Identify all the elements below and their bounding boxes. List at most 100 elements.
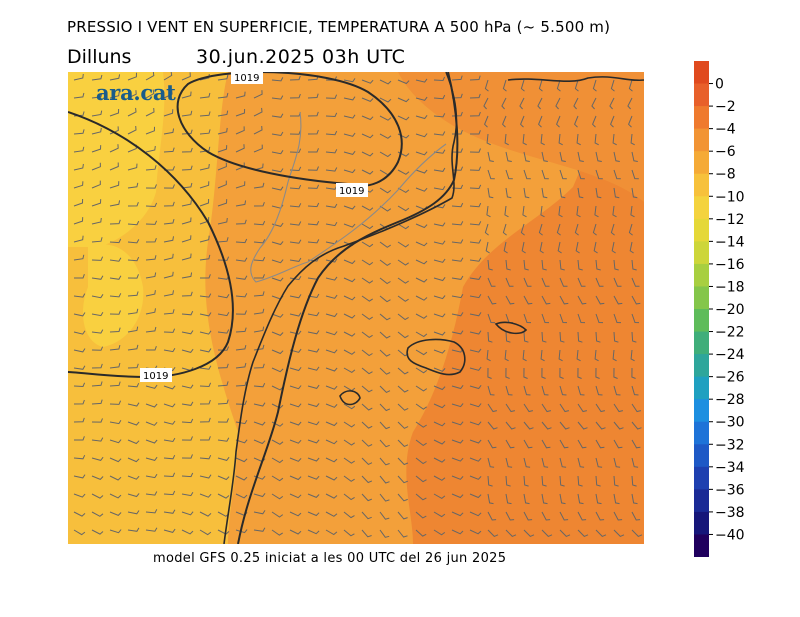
wind-barb: [628, 115, 633, 128]
wind-barb: [595, 151, 602, 162]
wind-barb: [343, 475, 355, 482]
wind-barb: [145, 107, 155, 117]
wind-barb: [539, 241, 544, 254]
wind-barb: [541, 439, 551, 449]
wind-barb: [325, 313, 338, 318]
wind-barb: [235, 475, 248, 481]
wind-barb: [574, 79, 579, 92]
wind-barb: [379, 331, 391, 339]
wind-barb: [163, 528, 176, 533]
wind-barb: [109, 200, 121, 207]
wind-barb: [556, 115, 561, 128]
wind-barb: [522, 349, 527, 362]
wind-barb: [415, 457, 427, 465]
wind-barb: [595, 529, 607, 537]
wind-barb: [127, 125, 137, 135]
wind-barb: [541, 367, 546, 379]
wind-barb: [503, 241, 508, 254]
wind-barb: [451, 493, 464, 499]
wind-barb: [397, 475, 408, 484]
wind-barb: [433, 421, 446, 427]
wind-barb: [163, 147, 175, 153]
wind-barb: [451, 475, 464, 480]
wind-barb: [576, 349, 581, 362]
wind-barb: [541, 331, 547, 343]
wind-barb: [145, 509, 158, 514]
wind-barb: [163, 403, 176, 408]
wind-barb: [253, 439, 266, 445]
wind-barb: [73, 312, 86, 317]
wind-barb: [145, 308, 156, 315]
wind-barb: [127, 439, 140, 445]
wind-barb: [577, 475, 583, 487]
wind-barb: [469, 493, 482, 499]
wind-barb: [127, 220, 140, 226]
wind-barb: [541, 169, 549, 180]
wind-barb: [343, 529, 355, 537]
wind-barb: [433, 94, 446, 100]
wind-barb: [451, 439, 464, 444]
wind-barb: [145, 89, 155, 99]
wind-barb: [469, 239, 482, 244]
wind-barb: [253, 144, 263, 153]
wind-barb: [557, 241, 562, 254]
wind-barb: [271, 313, 284, 318]
wind-barb: [181, 91, 192, 99]
wind-barb: [630, 349, 635, 362]
wind-barb: [91, 493, 104, 499]
wind-barb: [415, 313, 428, 319]
wind-barb: [289, 257, 302, 262]
wind-barb: [289, 330, 302, 335]
wind-barb: [451, 93, 463, 99]
wind-barb: [610, 115, 615, 128]
island-menorca: [494, 321, 528, 335]
brand-logo: ara.cat: [96, 80, 176, 105]
wind-barb: [361, 331, 373, 339]
wind-barb: [486, 205, 491, 218]
wind-barb: [397, 115, 410, 121]
wind-barb: [361, 115, 374, 121]
wind-barb: [289, 385, 302, 390]
wind-barb: [469, 403, 482, 408]
wind-barb: [91, 145, 102, 153]
wind-barb: [109, 238, 122, 244]
wind-barb: [235, 219, 247, 225]
wind-barb: [235, 293, 248, 298]
wind-barb: [592, 223, 597, 236]
wind-barb: [522, 133, 527, 146]
wind-barb: [559, 313, 568, 324]
wind-barb: [469, 511, 482, 517]
wind-barb: [199, 493, 212, 498]
wind-barb: [612, 133, 617, 146]
wind-barb: [307, 202, 320, 208]
colorbar-swatch: [694, 534, 709, 557]
wind-barb: [415, 403, 427, 410]
wind-barb: [577, 457, 585, 468]
wind-barb: [433, 240, 446, 245]
wind-barb: [541, 403, 552, 413]
wind-barb: [289, 493, 302, 499]
wind-barb: [502, 115, 507, 128]
wind-barb: [559, 331, 565, 343]
wind-barb: [397, 187, 410, 194]
wind-barb: [595, 367, 600, 379]
wind-barb: [289, 511, 302, 517]
wind-barb: [217, 217, 228, 225]
wind-barb: [613, 259, 619, 271]
wind-barb: [109, 310, 121, 315]
wind-barb: [415, 78, 428, 83]
wind-barb: [325, 167, 338, 172]
wind-barb: [483, 97, 489, 110]
wind-barb: [73, 365, 86, 370]
wind-barb: [379, 367, 391, 375]
wind-barb: [145, 220, 158, 225]
wind-barb: [343, 367, 356, 374]
wind-barb: [595, 493, 602, 505]
wind-barb: [361, 223, 374, 230]
wind-barb: [469, 439, 482, 444]
wind-barb: [577, 421, 588, 430]
wind-barb: [594, 205, 599, 218]
wind-barb: [433, 258, 446, 263]
wind-barb: [289, 457, 302, 462]
wind-barb: [325, 457, 338, 463]
